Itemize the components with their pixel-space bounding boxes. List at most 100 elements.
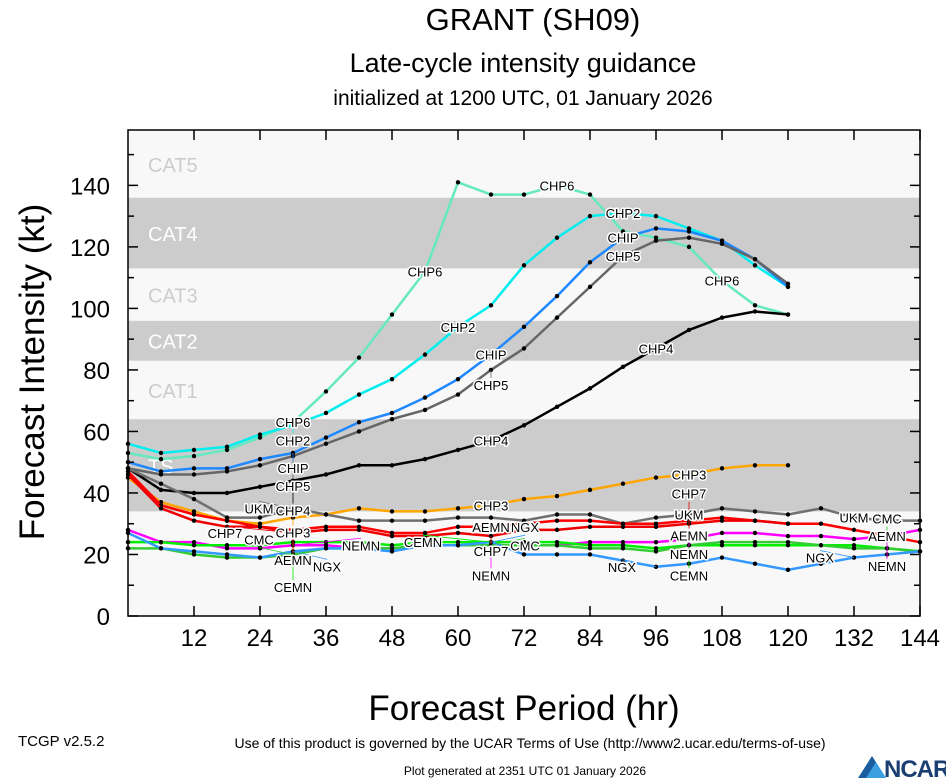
data-point: [191, 552, 197, 557]
data-point: [884, 518, 890, 523]
data-point: [521, 521, 527, 526]
y-tick-label: 80: [83, 358, 110, 385]
data-point: [752, 256, 758, 262]
data-point: [356, 429, 362, 434]
data-point: [785, 543, 791, 548]
data-point: [191, 509, 197, 514]
data-point: [521, 346, 527, 351]
data-point: [323, 389, 329, 394]
data-point: [224, 518, 230, 523]
data-point: [686, 472, 692, 477]
series-label: CHP6: [276, 415, 311, 430]
data-point: [818, 561, 824, 566]
data-point: [653, 213, 659, 219]
data-point: [620, 521, 626, 526]
data-point: [455, 543, 461, 548]
label-leader: [258, 547, 294, 555]
data-point: [752, 309, 758, 314]
data-point: [455, 447, 461, 453]
data-point: [323, 546, 329, 551]
y-tick-label: 120: [70, 235, 110, 262]
data-point: [389, 312, 395, 317]
data-point: [521, 527, 527, 533]
data-point: [686, 327, 692, 333]
x-tick-label: 120: [768, 625, 808, 652]
data-point: [224, 469, 230, 474]
data-point: [554, 315, 560, 320]
data-point: [752, 303, 758, 308]
series-label: CMC: [510, 538, 540, 553]
data-point: [587, 524, 593, 529]
data-point: [587, 543, 593, 548]
data-point: [257, 546, 263, 551]
series-label: NEMN: [342, 538, 380, 553]
data-point: [488, 524, 494, 529]
series-label: CHP7: [672, 487, 707, 502]
data-point: [752, 561, 758, 566]
data-point: [257, 521, 263, 526]
chart-subtitle: Late-cycle intensity guidance: [350, 48, 697, 78]
data-point: [752, 530, 758, 536]
data-point: [191, 447, 197, 453]
data-point: [191, 549, 197, 554]
data-point: [620, 481, 626, 486]
data-point: [356, 539, 362, 545]
band-label: CAT1: [148, 381, 198, 403]
data-point: [521, 324, 527, 330]
data-point: [653, 475, 659, 480]
data-point: [356, 546, 362, 551]
data-point: [323, 512, 329, 517]
data-point: [785, 312, 791, 317]
data-point: [785, 463, 791, 468]
data-point: [587, 546, 593, 551]
data-point: [818, 521, 824, 526]
series-label: CHIP: [475, 348, 506, 363]
data-point: [389, 416, 395, 422]
data-point: [719, 555, 725, 560]
series-label: CHP2: [276, 433, 311, 448]
data-point: [224, 447, 230, 453]
data-point: [818, 506, 824, 511]
data-point: [587, 518, 593, 523]
data-point: [719, 506, 725, 511]
data-point: [686, 244, 692, 250]
data-point: [158, 506, 164, 511]
x-tick-label: 24: [247, 625, 274, 652]
data-point: [224, 555, 230, 560]
data-point: [356, 392, 362, 397]
series-label: CHP3: [474, 498, 509, 513]
data-point: [323, 441, 329, 446]
data-point: [455, 180, 461, 185]
band-label: CAT3: [148, 286, 198, 308]
data-point: [389, 543, 395, 548]
y-tick-label: 0: [97, 604, 110, 631]
data-point: [653, 226, 659, 231]
data-point: [191, 518, 197, 523]
data-point: [257, 456, 263, 462]
x-tick-label: 144: [900, 625, 940, 652]
series-label: CEMN: [404, 535, 442, 550]
data-point: [719, 238, 725, 243]
series-label: CHP4: [639, 341, 674, 356]
data-point: [191, 453, 197, 459]
data-point: [323, 435, 329, 440]
data-point: [620, 543, 626, 548]
series-label: CHP6: [705, 274, 740, 289]
data-point: [620, 235, 626, 240]
series-label: NGX: [608, 560, 637, 575]
data-point: [455, 515, 461, 520]
label-leader: [292, 551, 328, 560]
y-tick-label: 40: [83, 481, 110, 508]
data-point: [818, 533, 824, 539]
band-cat3: [128, 268, 920, 321]
data-point: [257, 435, 263, 440]
band-cat4: [128, 197, 920, 269]
data-point: [158, 456, 164, 462]
x-tick-label: 12: [181, 625, 208, 652]
data-point: [719, 315, 725, 320]
series-label: CMC: [872, 511, 902, 526]
data-point: [356, 524, 362, 529]
data-point: [521, 539, 527, 545]
data-point: [224, 490, 230, 496]
data-point: [554, 543, 560, 548]
